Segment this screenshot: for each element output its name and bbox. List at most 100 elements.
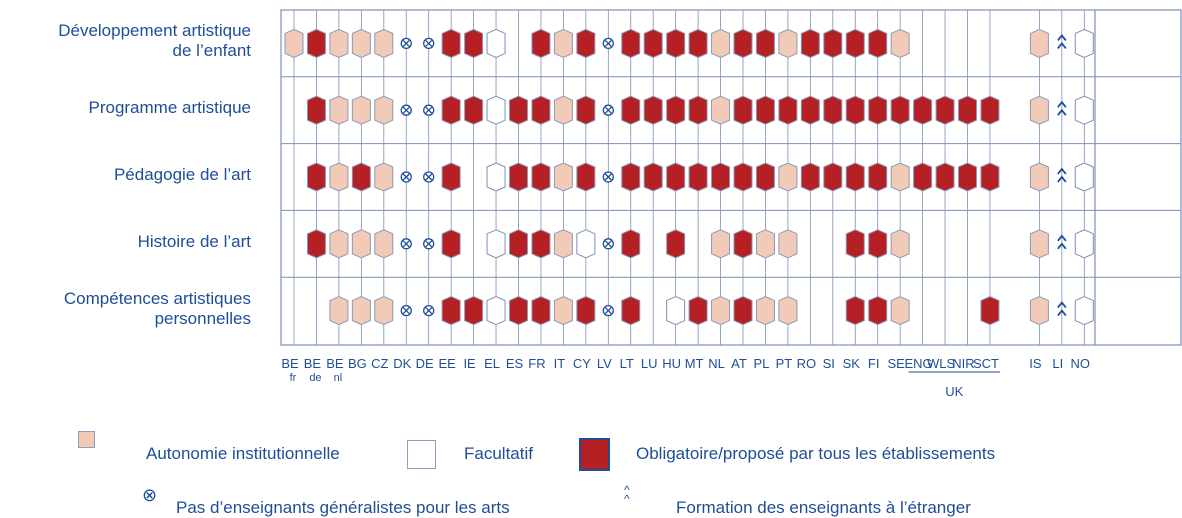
- abroad-icon: [1057, 167, 1067, 183]
- cell-o: [778, 95, 798, 125]
- legend-label-no-generalist: Pas d’enseignants généralistes pour les …: [176, 498, 510, 517]
- cell-o: [913, 95, 933, 125]
- col-label: AT: [731, 356, 747, 371]
- cell-o: [935, 95, 955, 125]
- col-label: CZ: [371, 356, 388, 371]
- col-label: RO: [797, 356, 817, 371]
- cell-a: [329, 95, 349, 125]
- cell-o: [666, 229, 686, 259]
- col-sublabel: fr: [290, 372, 297, 384]
- legend-label-optional: Facultatif: [464, 444, 533, 463]
- no-generalist-icon: [423, 37, 435, 50]
- col-label: IE: [463, 356, 476, 371]
- col-label: DE: [416, 356, 434, 371]
- legend-label-compulsory: Obligatoire/proposé par tous les établis…: [636, 444, 996, 463]
- cell-o: [441, 95, 461, 125]
- cell-o: [576, 162, 596, 192]
- legend-swatch-optional: [407, 440, 436, 469]
- cell-o: [464, 28, 484, 58]
- cell-o: [621, 28, 641, 58]
- grid-frame: [280, 9, 1182, 346]
- cell-o: [621, 296, 641, 326]
- cell-a: [329, 296, 349, 326]
- col-label: HU: [662, 356, 681, 371]
- cell-o: [464, 95, 484, 125]
- cell-o: [733, 28, 753, 58]
- col-label: SE: [887, 356, 905, 371]
- cell-a: [351, 296, 371, 326]
- cell-a: [755, 296, 775, 326]
- cell-o: [890, 95, 910, 125]
- no-generalist-icon: [423, 304, 435, 317]
- cell-a: [711, 296, 731, 326]
- col-label: BG: [348, 356, 367, 371]
- cell-a: [778, 162, 798, 192]
- cell-o: [800, 162, 820, 192]
- cell-o: [868, 162, 888, 192]
- col-label: FR: [528, 356, 545, 371]
- cell-a: [1029, 162, 1049, 192]
- cell-o: [306, 162, 326, 192]
- row-label: Programme artistique: [88, 98, 251, 118]
- cell-o: [823, 95, 843, 125]
- col-label: LU: [641, 356, 658, 371]
- cell-o: [733, 162, 753, 192]
- no-generalist-icon: [423, 238, 435, 250]
- cell-o: [980, 162, 1000, 192]
- cell-o: [441, 162, 461, 192]
- cell-o: [688, 95, 708, 125]
- abroad-icon: ^ ^: [624, 483, 630, 506]
- cell-o: [531, 28, 551, 58]
- no-generalist-icon: [423, 171, 435, 183]
- col-label: LV: [597, 356, 612, 371]
- cell-a: [351, 28, 371, 58]
- uk-group-label: UK: [945, 384, 963, 399]
- cell-o: [621, 229, 641, 259]
- abroad-icon: [1057, 33, 1067, 49]
- col-label: ES: [506, 356, 524, 371]
- cell-o: [868, 95, 888, 125]
- abroad-icon: [1057, 100, 1067, 116]
- col-label: LI: [1052, 356, 1063, 371]
- cell-o: [688, 28, 708, 58]
- no-generalist-icon: [423, 104, 435, 116]
- cell-a: [553, 95, 573, 125]
- cell-o: [531, 296, 551, 326]
- cell-o: [755, 162, 775, 192]
- no-generalist-icon: [400, 37, 412, 50]
- cell-o: [441, 28, 461, 58]
- col-label: BE: [304, 356, 322, 371]
- cell-o: [845, 28, 865, 58]
- legend-label-autonomy: Autonomie institutionnelle: [146, 444, 340, 463]
- cell-o: [509, 95, 528, 125]
- cell-o: [868, 229, 888, 259]
- cell-o: [688, 162, 708, 192]
- cell-f: [1074, 229, 1094, 259]
- cell-a: [329, 162, 349, 192]
- no-generalist-icon: [400, 104, 412, 116]
- col-label: NO: [1071, 356, 1091, 371]
- cell-f: [486, 95, 506, 125]
- cell-a: [778, 28, 798, 58]
- cell-f: [576, 229, 596, 259]
- no-generalist-icon: [602, 238, 614, 250]
- col-sublabel: de: [309, 372, 321, 384]
- col-label: MT: [685, 356, 704, 371]
- cell-a: [374, 229, 394, 259]
- cell-o: [733, 95, 753, 125]
- cell-o: [666, 95, 686, 125]
- cell-o: [306, 95, 326, 125]
- legend-swatch-compulsory: [579, 438, 610, 471]
- cell-o: [845, 95, 865, 125]
- cell-a: [1029, 229, 1049, 259]
- cell-a: [890, 229, 910, 259]
- cell-a: [374, 28, 394, 58]
- col-label: IT: [554, 356, 566, 371]
- cell-o: [913, 162, 933, 192]
- cell-o: [958, 95, 977, 125]
- col-label: BE: [281, 356, 299, 371]
- cell-a: [553, 229, 573, 259]
- col-sublabel: nl: [334, 372, 343, 384]
- cell-o: [531, 95, 551, 125]
- cell-o: [509, 296, 528, 326]
